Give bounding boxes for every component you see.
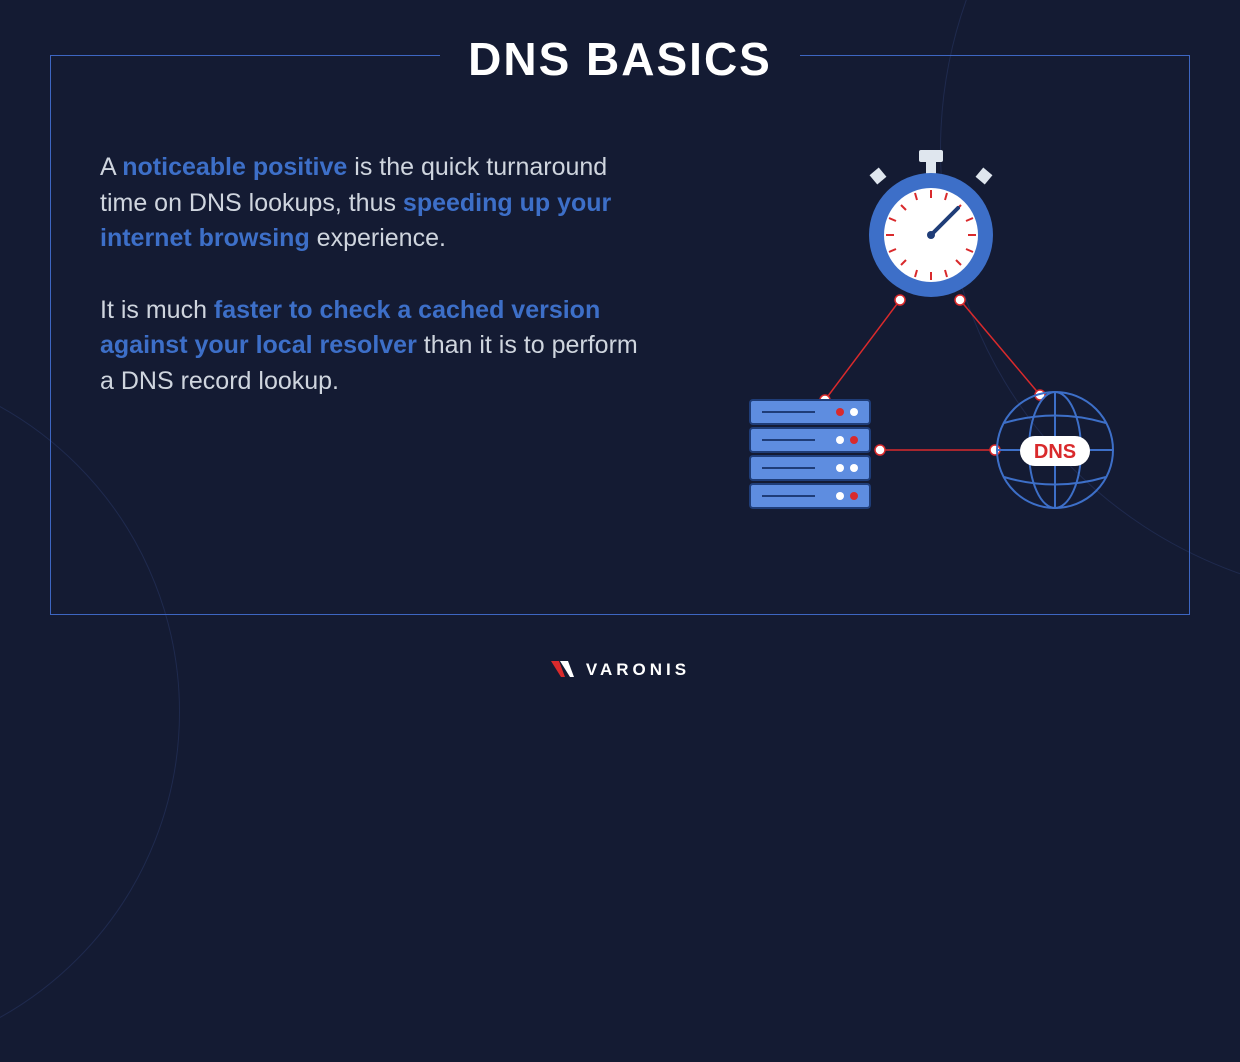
body-copy: A noticeable positive is the quick turna… [100,150,640,435]
paragraph-2: It is much faster to check a cached vers… [100,293,640,400]
node-dot [895,295,905,305]
page-title: DNS BASICS [440,32,800,86]
server-icon [750,400,870,508]
node-dot [875,445,885,455]
brand-logo: VARONIS [0,660,1240,680]
edge-stopwatch-server [825,300,900,400]
highlight: noticeable positive [122,153,347,181]
node-dot [955,295,965,305]
text-seg: It is much [100,296,214,324]
paragraph-1: A noticeable positive is the quick turna… [100,150,640,257]
edge-stopwatch-globe [960,300,1040,395]
text-seg: A [100,153,122,181]
globe-icon: DNS [997,392,1113,508]
varonis-mark-icon [550,660,578,680]
text-seg: experience. [310,224,446,252]
brand-name: VARONIS [586,660,690,680]
dns-badge-label: DNS [1034,441,1076,463]
title-wrap: DNS BASICS [0,32,1240,86]
dns-diagram: DNS [720,150,1140,540]
stopwatch-icon [869,150,993,297]
